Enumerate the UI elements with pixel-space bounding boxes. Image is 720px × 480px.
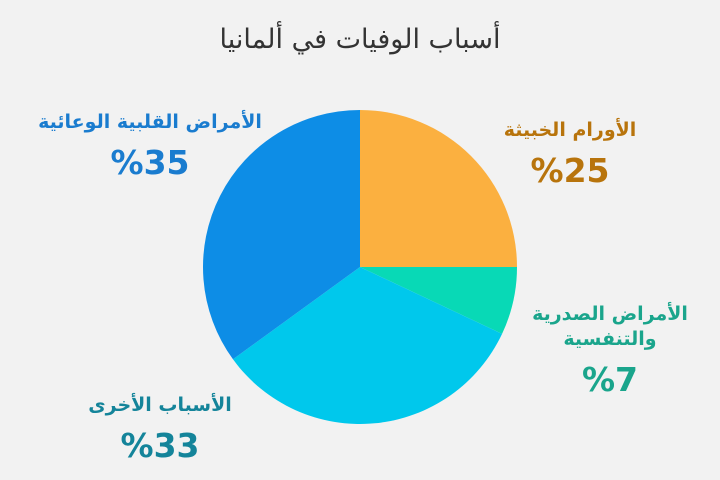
slice-value: %33 [120, 426, 200, 465]
slice-name: الأمراض الصدرية والتنفسية [532, 303, 688, 350]
slice-value: %35 [110, 143, 190, 182]
pie-slice-cardiovascular-diseases [202, 110, 360, 360]
slice-label-respiratory-diseases: الأمراض الصدرية والتنفسية %7 [520, 302, 700, 399]
chart-title: أسباب الوفيات في ألمانيا [219, 24, 501, 55]
slice-value: %25 [530, 151, 610, 190]
slice-name: الأمراض القلبية الوعائية [38, 111, 262, 133]
slice-label-cardiovascular-diseases: الأمراض القلبية الوعائية %35 [20, 110, 280, 182]
slice-name: الأورام الخبيثة [503, 119, 637, 141]
pie-slice-respiratory-diseases [360, 267, 517, 334]
slice-label-other-causes: الأسباب الأخرى %33 [60, 393, 260, 465]
slice-value: %7 [581, 360, 639, 399]
pie-slice-malignant-tumors [360, 110, 517, 267]
pie-slice-other-causes [232, 267, 503, 425]
slice-name: الأسباب الأخرى [88, 394, 232, 416]
slice-label-malignant-tumors: الأورام الخبيثة %25 [470, 118, 670, 190]
